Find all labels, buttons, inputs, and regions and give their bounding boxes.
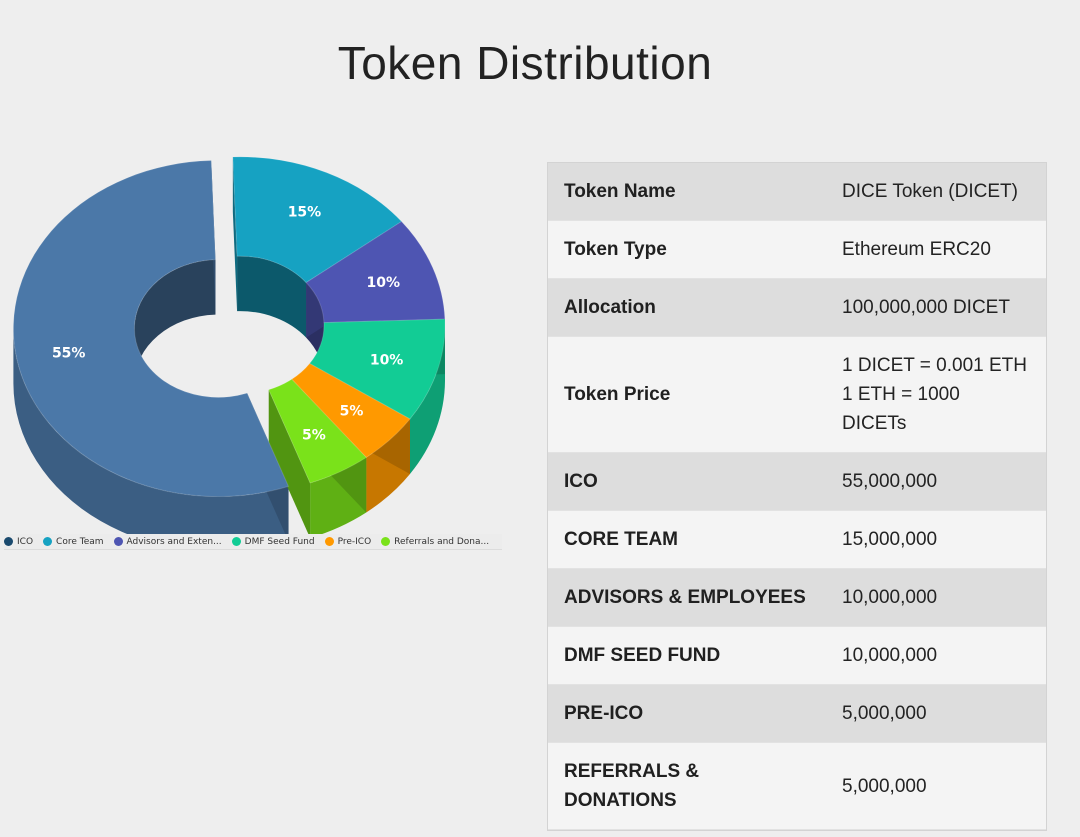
table-value: 5,000,000 bbox=[842, 703, 927, 724]
table-key: ICO bbox=[564, 471, 598, 492]
table-key: DMF SEED FUND bbox=[564, 645, 721, 666]
legend-swatch bbox=[231, 537, 241, 546]
slice-value-label: 10% bbox=[370, 352, 404, 368]
legend-item: Core Team bbox=[43, 536, 104, 547]
slice-value-label: 10% bbox=[367, 275, 401, 291]
legend-label: ICO bbox=[17, 536, 34, 547]
legend-swatch bbox=[4, 537, 13, 546]
legend-swatch bbox=[113, 537, 123, 546]
table-key: ADVISORS & EMPLOYEES bbox=[564, 587, 806, 608]
table-value: 10,000,000 bbox=[842, 645, 938, 666]
donut-outer-wall bbox=[409, 325, 445, 475]
table-row: Allocation 100,000,000 DICET bbox=[548, 279, 1046, 337]
table-key: PRE-ICO bbox=[564, 703, 644, 724]
donut-slice bbox=[305, 220, 446, 324]
table-value: 100,000,000 DICET bbox=[842, 297, 1010, 318]
table-row: Token Type Ethereum ERC20 bbox=[548, 221, 1046, 279]
slice-value-label: 5% bbox=[340, 403, 364, 419]
legend-item: Pre-ICO bbox=[324, 536, 372, 547]
token-spec-table: Token Name DICE Token (DICET) Token Type Et… bbox=[547, 162, 1047, 831]
legend-item: ICO bbox=[4, 537, 33, 547]
donut-slice bbox=[308, 318, 446, 420]
legend-label: Advisors and Exten... bbox=[126, 536, 222, 547]
legend-label: Referrals and Dona... bbox=[394, 536, 490, 547]
page-title: Token Distribution bbox=[337, 37, 713, 89]
donut-slice-cap bbox=[232, 157, 238, 312]
table-key: REFERRALS & DONATIONS bbox=[564, 761, 700, 811]
donut-outer-wall bbox=[13, 328, 289, 540]
table-row: ICO 55,000,000 bbox=[548, 453, 1046, 511]
table-value: 55,000,000 bbox=[842, 471, 938, 492]
donut-slice bbox=[290, 362, 411, 459]
slice-value-label: 5% bbox=[302, 427, 326, 443]
table-row: PRE-ICO 5,000,000 bbox=[548, 685, 1046, 743]
donut-inner-wall bbox=[134, 259, 216, 384]
table-key: CORE TEAM bbox=[564, 529, 678, 550]
table-value: DICE Token (DICET) bbox=[842, 181, 1018, 202]
table-value: Ethereum ERC20 bbox=[842, 239, 991, 260]
table-row: DMF SEED FUND 10,000,000 bbox=[548, 627, 1046, 685]
donut-slice-cap bbox=[268, 389, 311, 538]
legend-item: Advisors and Exten... bbox=[113, 536, 222, 547]
donut-chart: 55% 15% 10% 10% 5% 5% bbox=[0, 150, 520, 550]
table-key: Token Name bbox=[564, 181, 676, 202]
legend-swatch bbox=[324, 537, 334, 546]
slice-value-label: 15% bbox=[288, 205, 322, 221]
chart-legend: ICO Core Team Advisors and Exten... DMF See… bbox=[4, 534, 502, 550]
donut-slice bbox=[12, 159, 290, 498]
table-key: Allocation bbox=[564, 297, 656, 318]
donut-chart-svg: 55% 15% 10% 10% 5% 5% bbox=[12, 156, 446, 540]
legend-swatch bbox=[381, 537, 391, 546]
legend-label: Pre-ICO bbox=[337, 536, 372, 547]
table-row: Token Price 1 DICET = 0.001 ETH 1 ETH = 1… bbox=[548, 337, 1046, 453]
legend-label: Core Team bbox=[56, 536, 104, 547]
table-row: CORE TEAM 15,000,000 bbox=[548, 511, 1046, 569]
donut-slice bbox=[232, 156, 403, 284]
legend-item: Referrals and Dona... bbox=[381, 537, 489, 547]
legend-label: DMF Seed Fund bbox=[244, 536, 315, 547]
table-value: 1 DICET = 0.001 ETH 1 ETH = 1000 DICETs bbox=[842, 355, 1027, 434]
table-value: 10,000,000 bbox=[842, 587, 938, 608]
table-row: ADVISORS & EMPLOYEES 10,000,000 bbox=[548, 569, 1046, 627]
donut-inner-wall bbox=[237, 256, 307, 338]
legend-swatch bbox=[43, 537, 53, 546]
table-key: Token Price bbox=[564, 384, 671, 405]
table-row: REFERRALS & DONATIONS 5,000,000 bbox=[548, 743, 1046, 830]
table-value: 5,000,000 bbox=[842, 775, 927, 797]
donut-slice bbox=[268, 378, 367, 484]
table-key: Token Type bbox=[564, 239, 667, 260]
legend-item: DMF Seed Fund bbox=[231, 536, 315, 547]
slice-value-label: 55% bbox=[52, 345, 86, 361]
table-value: 15,000,000 bbox=[842, 529, 938, 550]
table-row: Token Name DICE Token (DICET) bbox=[548, 163, 1046, 221]
